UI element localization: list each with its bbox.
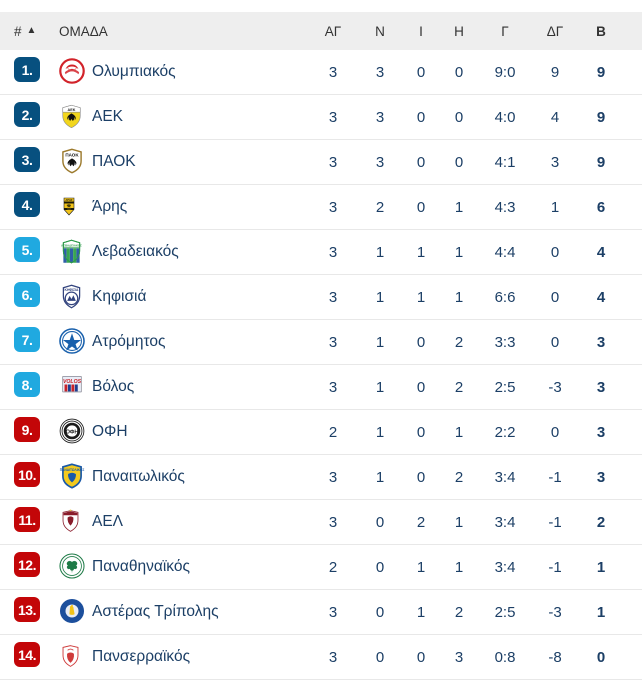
svg-text:AEK: AEK xyxy=(68,108,76,112)
svg-text:ΛΕΒΑΔΕΙΑΚΟΣ: ΛΕΒΑΔΕΙΑΚΟΣ xyxy=(61,244,82,248)
svg-text:ΟΦΗ: ΟΦΗ xyxy=(66,429,79,435)
svg-text:ΑΡΗΣ: ΑΡΗΣ xyxy=(65,198,73,202)
svg-text:ΠΑΝΑΙΤΩΛΙΚΟΣ: ΠΑΝΑΙΤΩΛΙΚΟΣ xyxy=(60,468,85,472)
svg-text:VOLOS: VOLOS xyxy=(63,379,82,385)
svg-text:ΠΑΟΚ: ΠΑΟΚ xyxy=(65,152,79,157)
svg-text:ΚΗΦΙΣΙΑ: ΚΗΦΙΣΙΑ xyxy=(65,288,79,292)
